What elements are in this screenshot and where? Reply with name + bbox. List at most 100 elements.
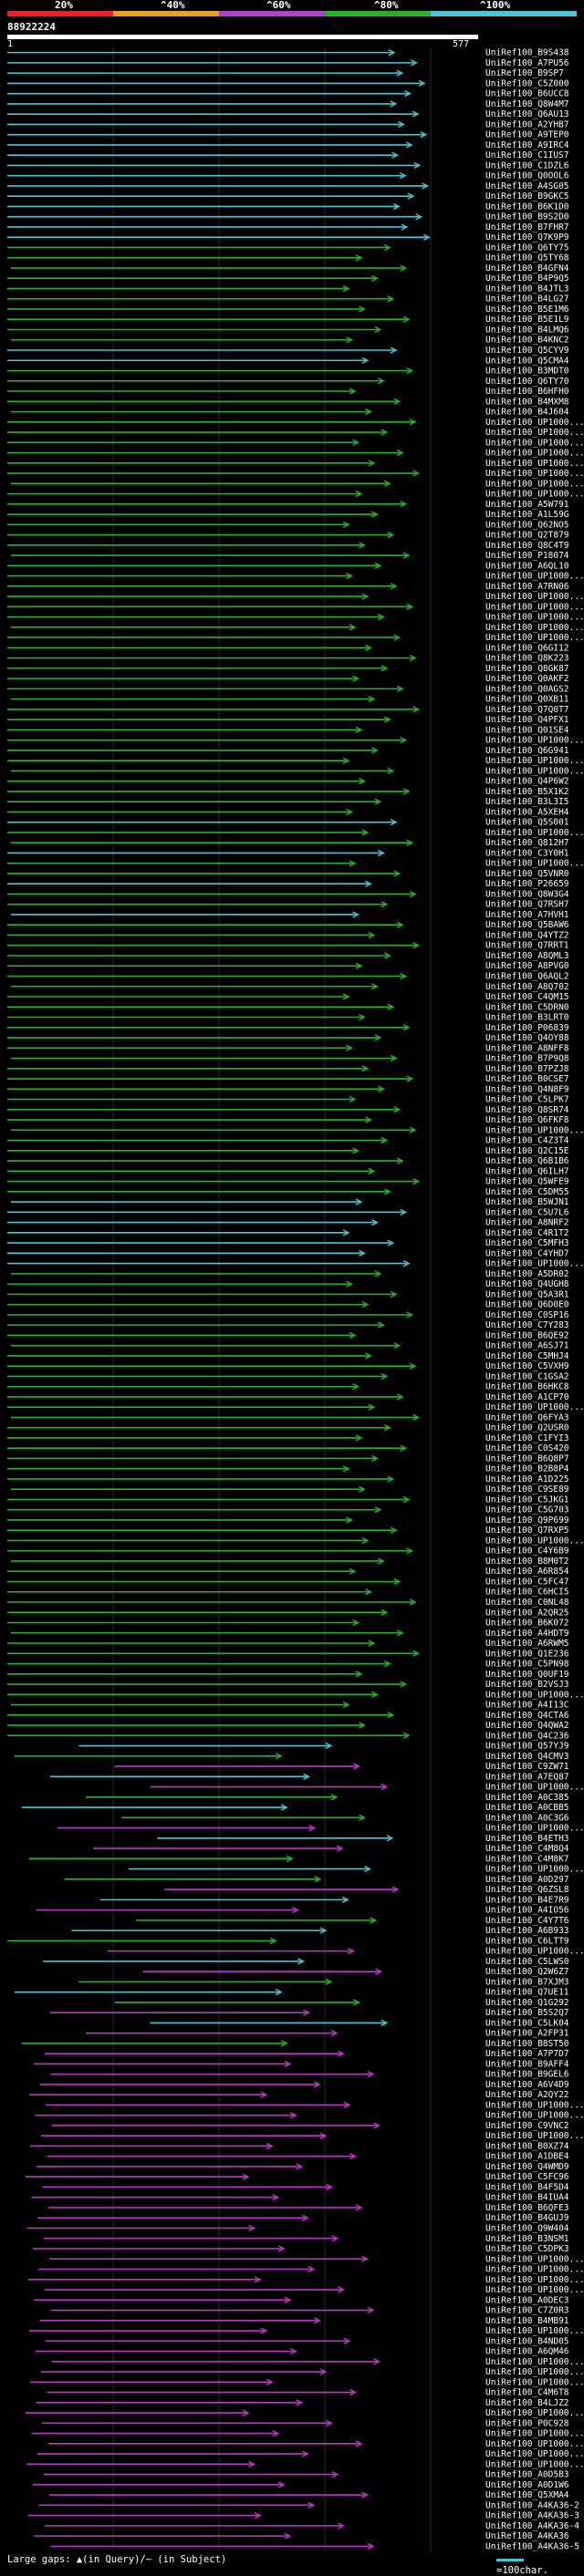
hit-row[interactable]: UniRef100_UP1000...: [11, 1125, 584, 1135]
hit-id-label[interactable]: UniRef100_A7RN06: [485, 582, 569, 592]
hit-id-label[interactable]: UniRef100_C5PN98: [485, 1660, 569, 1670]
hit-row[interactable]: UniRef100_B9SP7: [7, 68, 564, 78]
hit-row[interactable]: UniRef100_A5DR02: [11, 1269, 569, 1279]
hit-id-label[interactable]: UniRef100_Q0AKF2: [485, 674, 569, 684]
hit-id-label[interactable]: UniRef100_A0D5B3: [485, 2470, 569, 2480]
hit-id-label[interactable]: UniRef100_UP1000...: [485, 1259, 584, 1269]
hit-row[interactable]: UniRef100_Q2T879: [7, 531, 569, 541]
hit-row[interactable]: UniRef100_B4LJZ2: [36, 2398, 569, 2408]
hit-row[interactable]: UniRef100_Q6AQL2: [7, 971, 569, 981]
hit-id-label[interactable]: UniRef100_Q6ILH7: [485, 1166, 569, 1176]
hit-row[interactable]: UniRef100_Q4WMD9: [36, 2162, 569, 2172]
hit-id-label[interactable]: UniRef100_A0CBB5: [485, 1803, 569, 1813]
hit-row[interactable]: UniRef100_Q8W3G4: [7, 889, 569, 899]
hit-row[interactable]: UniRef100_UP1000...: [47, 2439, 584, 2449]
hit-row[interactable]: UniRef100_B0XZ74: [30, 2141, 569, 2151]
hit-row[interactable]: UniRef100_C5MHJ4: [7, 1351, 569, 1361]
hit-row[interactable]: UniRef100_UP1000...: [7, 459, 584, 469]
hit-row[interactable]: UniRef100_C5G703: [7, 1505, 569, 1516]
hit-row[interactable]: UniRef100_A4KA36: [34, 2531, 569, 2541]
hit-row[interactable]: UniRef100_Q6AU13: [7, 109, 569, 119]
hit-row[interactable]: UniRef100_C4Y6B9: [7, 1547, 569, 1557]
hit-id-label[interactable]: UniRef100_A7EQ87: [485, 1772, 569, 1782]
hit-id-label[interactable]: UniRef100_A8NRF2: [485, 1218, 569, 1228]
hit-row[interactable]: UniRef100_Q62NO5: [7, 520, 569, 530]
hit-id-label[interactable]: UniRef100_B4ND05: [485, 2336, 569, 2346]
hit-id-label[interactable]: UniRef100_UP1000...: [485, 2449, 584, 2459]
hit-id-label[interactable]: UniRef100_UP1000...: [485, 736, 584, 746]
hit-row[interactable]: UniRef100_C5DRN0: [7, 1002, 569, 1012]
hit-id-label[interactable]: UniRef100_C1DZL6: [485, 160, 569, 171]
hit-id-label[interactable]: UniRef100_UP1000...: [485, 1865, 584, 1875]
hit-id-label[interactable]: UniRef100_B3MDT0: [485, 367, 569, 377]
hit-row[interactable]: UniRef100_Q5CYV9: [7, 346, 569, 356]
hit-id-label[interactable]: UniRef100_Q5CMA4: [485, 356, 569, 366]
hit-id-label[interactable]: UniRef100_UP1000...: [485, 428, 584, 438]
hit-row[interactable]: UniRef100_B4E7R9: [99, 1895, 569, 1905]
hit-id-label[interactable]: UniRef100_C0NL48: [485, 1598, 569, 1608]
hit-row[interactable]: UniRef100_UP1000...: [7, 602, 584, 612]
hit-row[interactable]: UniRef100_C4YHD7: [7, 1248, 569, 1258]
hit-id-label[interactable]: UniRef100_UP1000...: [485, 2100, 584, 2110]
hit-id-label[interactable]: UniRef100_Q6AQL2: [485, 971, 569, 981]
hit-row[interactable]: UniRef100_B6QE92: [7, 1330, 569, 1340]
hit-row[interactable]: UniRef100_A7RN06: [7, 582, 569, 592]
hit-id-label[interactable]: UniRef100_UP1000...: [485, 756, 584, 766]
hit-id-label[interactable]: UniRef100_A1L59G: [485, 510, 569, 520]
hit-id-label[interactable]: UniRef100_UP1000...: [485, 418, 584, 428]
hit-id-label[interactable]: UniRef100_A0D1W6: [485, 2480, 569, 2490]
hit-row[interactable]: UniRef100_C3Y0H1: [7, 848, 569, 858]
hit-row[interactable]: UniRef100_C5LK04: [150, 2018, 569, 2028]
hit-id-label[interactable]: UniRef100_A7PU56: [485, 58, 569, 68]
hit-row[interactable]: UniRef100_B5E1M6: [7, 305, 569, 315]
hit-row[interactable]: UniRef100_C5FC47: [7, 1577, 569, 1587]
hit-id-label[interactable]: UniRef100_Q1G292: [485, 1998, 569, 2008]
hit-row[interactable]: UniRef100_Q7RSH7: [7, 900, 569, 910]
hit-row[interactable]: UniRef100_Q8W4M7: [7, 99, 569, 109]
hit-id-label[interactable]: UniRef100_B2VSJ3: [485, 1680, 569, 1690]
hit-row[interactable]: UniRef100_B3NSM1: [43, 2234, 569, 2244]
hit-id-label[interactable]: UniRef100_B9S2D0: [485, 212, 569, 222]
hit-id-label[interactable]: UniRef100_UP1000...: [485, 2275, 584, 2285]
hit-id-label[interactable]: UniRef100_B8M0T2: [485, 1557, 569, 1567]
hit-id-label[interactable]: UniRef100_UP1000...: [485, 2111, 584, 2121]
hit-row[interactable]: UniRef100_B5X1K2: [7, 787, 569, 797]
hit-row[interactable]: UniRef100_A6QM46: [35, 2347, 569, 2357]
hit-row[interactable]: UniRef100_Q8K223: [7, 654, 569, 664]
hit-id-label[interactable]: UniRef100_A0DEC3: [485, 2295, 569, 2305]
hit-row[interactable]: UniRef100_UP1000...: [51, 2357, 584, 2367]
hit-row[interactable]: UniRef100_Q5CMA4: [7, 356, 569, 366]
hit-id-label[interactable]: UniRef100_UP1000...: [485, 1125, 584, 1135]
hit-row[interactable]: UniRef100_B4LG27: [7, 295, 569, 305]
hit-id-label[interactable]: UniRef100_A4HDT9: [485, 1629, 569, 1639]
hit-id-label[interactable]: UniRef100_B5WJN1: [485, 1197, 569, 1207]
hit-row[interactable]: UniRef100_P26659: [7, 879, 569, 889]
hit-id-label[interactable]: UniRef100_A4KA36: [485, 2531, 569, 2541]
hit-id-label[interactable]: UniRef100_UP1000...: [485, 2131, 584, 2141]
hit-id-label[interactable]: UniRef100_C7Y283: [485, 1320, 569, 1330]
hit-id-label[interactable]: UniRef100_Q6FYA3: [485, 1412, 569, 1422]
hit-row[interactable]: UniRef100_C0S420: [7, 1443, 569, 1454]
hit-row[interactable]: UniRef100_P18074: [11, 551, 569, 561]
hit-id-label[interactable]: UniRef100_B4LMQ6: [485, 325, 569, 335]
hit-id-label[interactable]: UniRef100_C5LPK7: [485, 1095, 569, 1105]
hit-row[interactable]: UniRef100_Q7K9P9: [7, 233, 569, 243]
hit-id-label[interactable]: UniRef100_B4IUA4: [485, 2193, 569, 2203]
hit-id-label[interactable]: UniRef100_A8Q702: [485, 982, 569, 992]
hit-row[interactable]: UniRef100_B2B8P4: [7, 1464, 569, 1474]
hit-id-label[interactable]: UniRef100_C5FC96: [485, 2172, 569, 2182]
hit-row[interactable]: UniRef100_Q5XMA4: [49, 2490, 569, 2500]
hit-row[interactable]: UniRef100_B6Q8P7: [7, 1454, 569, 1464]
hit-id-label[interactable]: UniRef100_Q8W4M7: [485, 99, 569, 109]
hit-row[interactable]: UniRef100_UP1000...: [150, 1783, 584, 1793]
hit-id-label[interactable]: UniRef100_C1FYI3: [485, 1433, 569, 1443]
hit-id-label[interactable]: UniRef100_C4M8Q4: [485, 1844, 569, 1854]
hit-id-label[interactable]: UniRef100_C9SE89: [485, 1485, 569, 1495]
hit-id-label[interactable]: UniRef100_Q7UE11: [485, 1988, 569, 1998]
hit-id-label[interactable]: UniRef100_C5DM55: [485, 1187, 569, 1197]
hit-row[interactable]: UniRef100_A8PVG0: [7, 961, 569, 971]
hit-row[interactable]: UniRef100_UP1000...: [49, 2254, 584, 2264]
hit-id-label[interactable]: UniRef100_Q8K223: [485, 654, 569, 664]
hit-id-label[interactable]: UniRef100_B6K1D0: [485, 202, 569, 212]
hit-id-label[interactable]: UniRef100_A4KA36-5: [485, 2541, 579, 2551]
